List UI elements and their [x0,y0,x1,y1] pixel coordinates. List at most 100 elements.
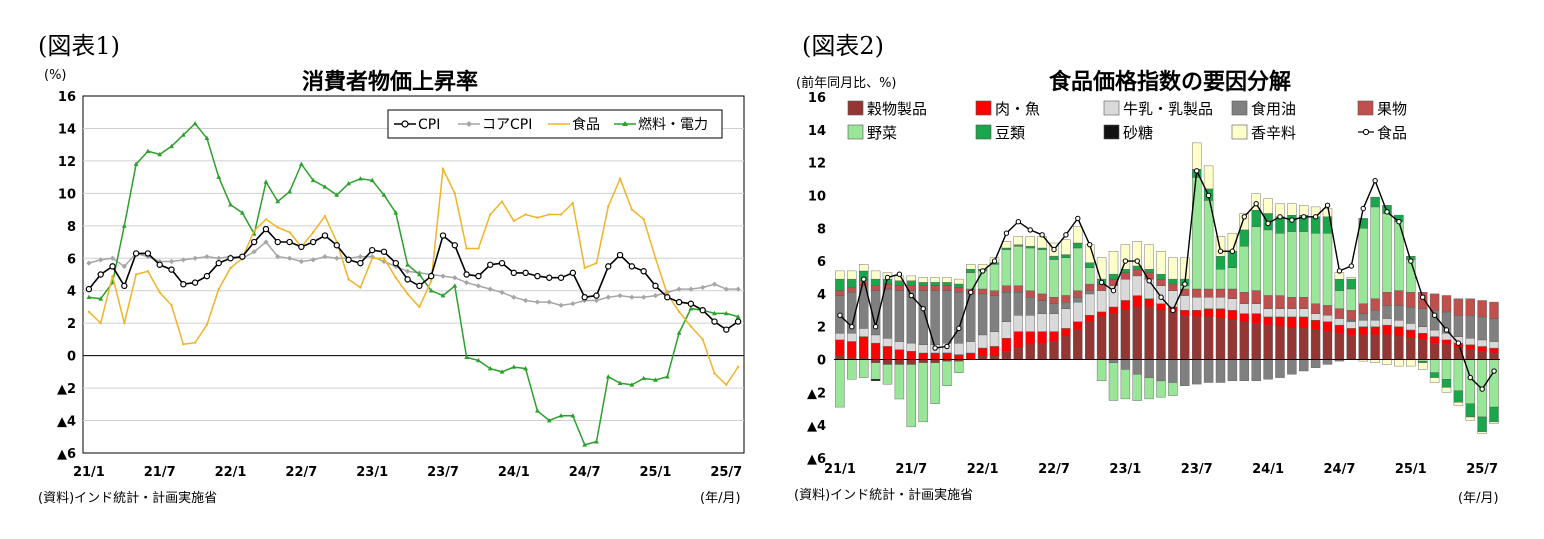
data-point [558,413,564,418]
x-tick-label: 22/1 [215,465,247,480]
bar-stack [1310,206,1321,368]
bar-segment-牛乳・乳製品 [1001,321,1012,339]
series-line [88,166,739,386]
bar-segment-野菜 [1299,231,1309,298]
data-point [309,238,317,246]
data-point [380,248,388,255]
x-tick-label: 23/1 [1109,462,1141,477]
bar-segment-果物 [1061,295,1071,303]
bar-stack [1239,213,1249,381]
data-point [1491,368,1497,374]
data-point [1110,287,1117,294]
bar-segment-果物 [1227,288,1238,300]
bar-segment-肉・魚 [1132,295,1142,308]
data-point [569,269,577,277]
data-point [239,210,245,215]
data-point [121,282,128,290]
bar-segment-牛乳・乳製品 [965,341,976,354]
series-燃料・電力 [86,120,741,447]
bar-segment-食用油 [1085,290,1095,295]
data-point [1348,263,1355,269]
bar-segment-果物 [1037,293,1047,301]
bar-segment-野菜 [1132,374,1142,401]
data-point [323,214,327,218]
data-point [392,259,399,267]
bar-segment-牛乳・乳製品 [1096,290,1107,313]
bar-segment-牛乳・乳製品 [870,334,881,344]
legend: CPI コアCPI 食品 燃料・電力 [387,109,723,139]
bar-segment-肉・魚 [1096,311,1107,318]
bar-segment-穀物製品 [1180,315,1190,360]
y-tick-label: 0 [67,350,76,365]
data-point [991,258,998,264]
data-point [357,254,363,260]
data-point [522,269,529,277]
data-point [274,238,281,246]
bar-segment-肉・魚 [858,336,869,359]
chart-title: 消費者物価上昇率 [301,70,478,95]
bar-segment-穀物製品 [1156,310,1166,360]
legend-label: 燃料・電力 [638,116,708,133]
data-point [109,255,116,261]
data-point [369,177,375,183]
bar-segment-豆類 [1429,372,1440,378]
data-point [711,318,718,325]
data-point [250,238,258,246]
bar-segment-肉・魚 [1013,331,1024,349]
data-point [182,343,185,346]
x-unit-label: (年/月) [700,491,741,506]
bar-segment-果物 [1418,292,1428,309]
bar-segment-豆類 [870,278,881,286]
bar-segment-香辛料 [835,270,845,280]
bar-segment-食用油 [1203,359,1214,383]
bar-segment-豆類 [1073,242,1083,249]
bar-segment-食用油 [1192,359,1202,385]
bar-segment-牛乳・乳製品 [1429,329,1440,337]
data-point [920,305,926,312]
bar-segment-穀物製品 [1037,342,1047,360]
data-point [487,261,494,268]
data-point [85,285,93,293]
bar-segment-豆類 [1085,262,1095,268]
bar-segment-肉・魚 [1358,326,1368,336]
bar-segment-食用油 [882,288,893,339]
bar-segment-食用油 [1489,318,1499,342]
bar-segment-香辛料 [1287,203,1297,216]
y-tick-label: 12 [58,155,76,170]
data-point [489,213,492,216]
bar-segment-肉・魚 [965,352,976,360]
bar-segment-穀物製品 [1239,321,1249,360]
data-point [334,192,340,197]
bar-segment-肉・魚 [954,354,964,360]
bar-segment-肉・魚 [835,339,845,357]
data-point [1194,168,1200,174]
x-tick-label: 25/7 [710,465,742,480]
data-point [511,364,517,369]
data-point [216,255,222,261]
data-point [1134,258,1140,264]
data-point [689,325,693,328]
data-point [605,263,612,270]
bar-stack [977,264,988,360]
legend-label: 食用油 [1251,100,1296,118]
bar-segment-肉・魚 [1227,310,1238,321]
data-point [146,270,150,273]
x-tick-label: 22/7 [285,465,317,480]
data-point [1158,294,1164,300]
bar-segment-食用油 [1049,303,1059,314]
data-point [111,274,114,278]
bar-segment-砂糖 [870,379,881,382]
series-コアCPI [86,239,741,308]
data-point [546,274,553,281]
data-point [723,286,729,292]
data-point [1312,214,1319,220]
data-point [381,192,387,197]
data-point [440,292,446,298]
bar-segment-食用油 [989,295,1000,332]
bar-stack [1120,244,1131,400]
bar-segment-肉・魚 [1465,344,1475,350]
data-point [664,294,671,301]
bar-segment-果物 [1370,298,1380,311]
bar-segment-穀物製品 [1251,323,1261,360]
bar-segment-果物 [977,288,988,295]
